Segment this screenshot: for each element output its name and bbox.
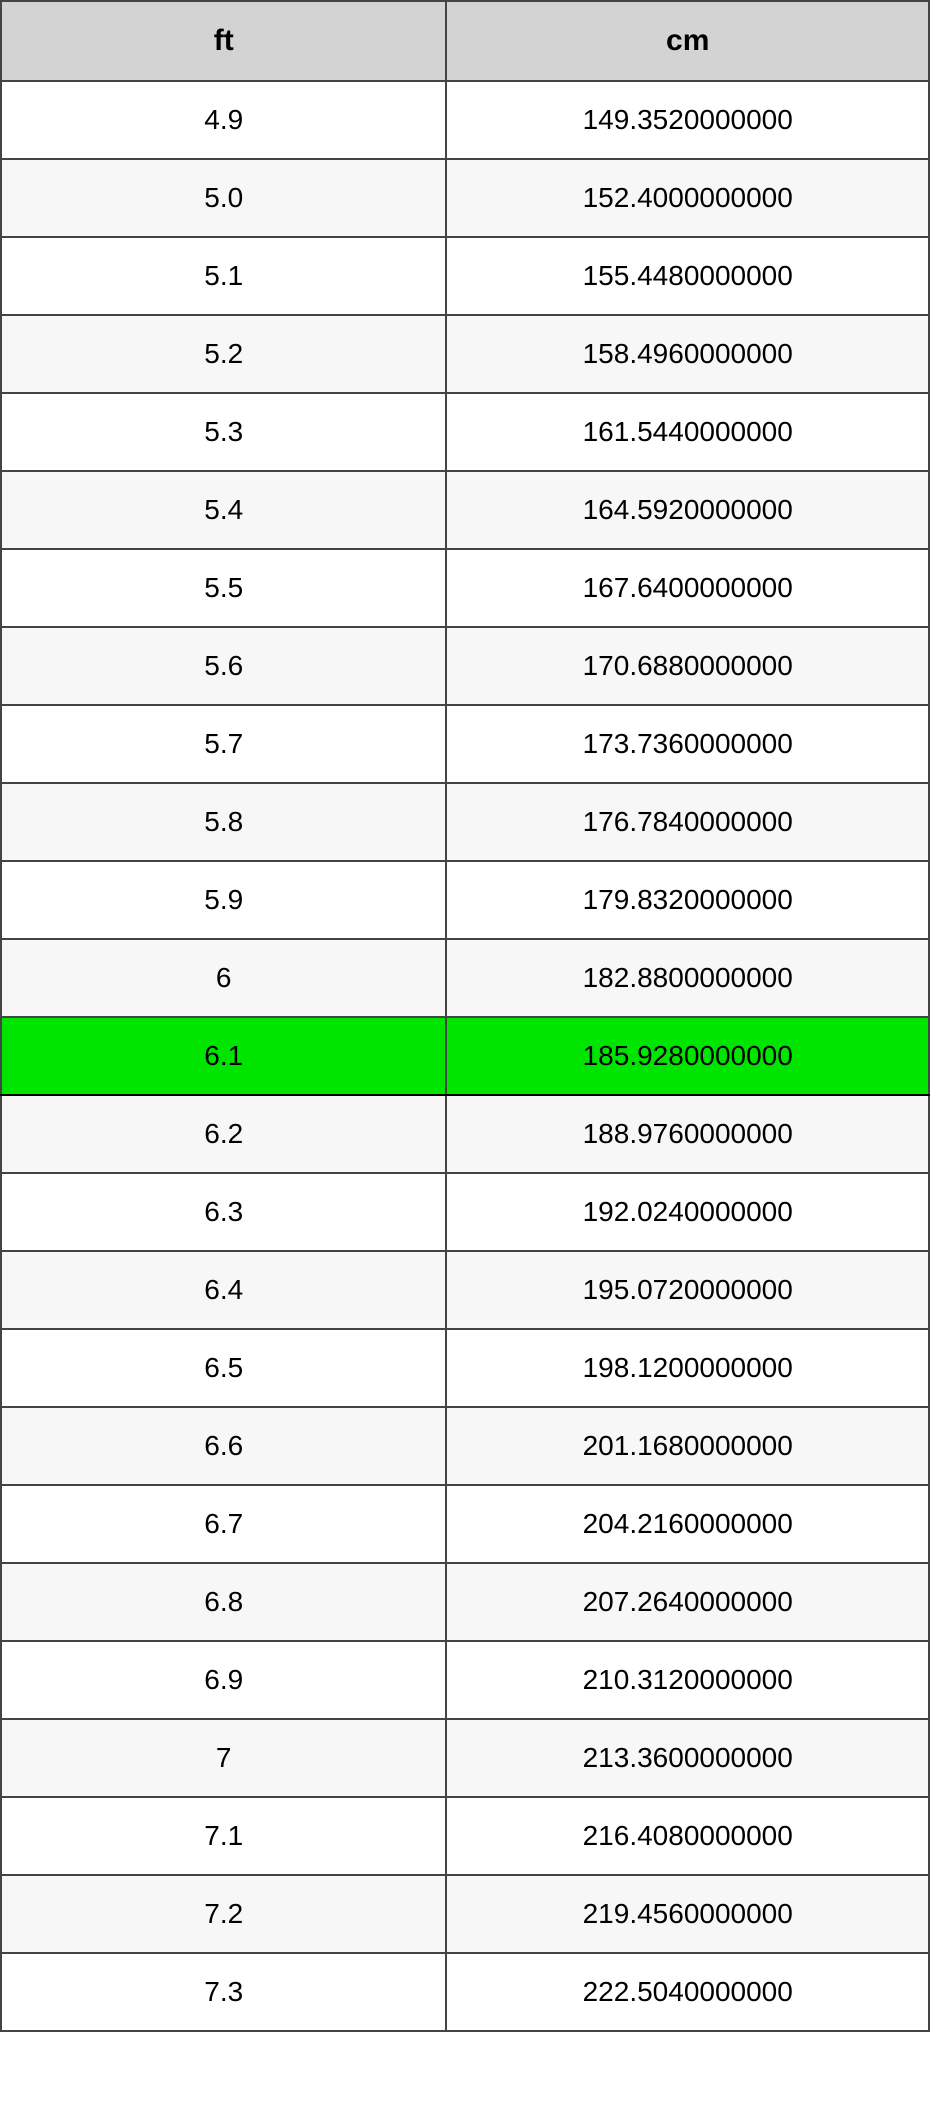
header-ft: ft [1,1,446,81]
cell-ft: 5.3 [1,393,446,471]
cell-ft: 5.6 [1,627,446,705]
cell-ft: 7 [1,1719,446,1797]
cell-cm: 179.8320000000 [446,861,929,939]
cell-ft: 6.4 [1,1251,446,1329]
cell-cm: 167.6400000000 [446,549,929,627]
cell-cm: 210.3120000000 [446,1641,929,1719]
cell-ft: 6.5 [1,1329,446,1407]
table-row: 7.2219.4560000000 [1,1875,929,1953]
table-row: 5.3161.5440000000 [1,393,929,471]
cell-ft: 6.9 [1,1641,446,1719]
cell-cm: 204.2160000000 [446,1485,929,1563]
cell-cm: 149.3520000000 [446,81,929,159]
table-row: 6.1185.9280000000 [1,1017,929,1095]
cell-ft: 6 [1,939,446,1017]
cell-cm: 158.4960000000 [446,315,929,393]
table-row: 6182.8800000000 [1,939,929,1017]
cell-cm: 192.0240000000 [446,1173,929,1251]
cell-ft: 5.2 [1,315,446,393]
cell-cm: 201.1680000000 [446,1407,929,1485]
table-row: 5.4164.5920000000 [1,471,929,549]
cell-ft: 5.8 [1,783,446,861]
table-row: 7.3222.5040000000 [1,1953,929,2031]
cell-ft: 6.3 [1,1173,446,1251]
table-row: 6.9210.3120000000 [1,1641,929,1719]
cell-ft: 5.9 [1,861,446,939]
table-row: 5.2158.4960000000 [1,315,929,393]
table-row: 5.0152.4000000000 [1,159,929,237]
table-row: 6.2188.9760000000 [1,1095,929,1173]
table-row: 5.7173.7360000000 [1,705,929,783]
table-row: 7.1216.4080000000 [1,1797,929,1875]
cell-ft: 6.1 [1,1017,446,1095]
table-row: 6.4195.0720000000 [1,1251,929,1329]
table-row: 5.1155.4480000000 [1,237,929,315]
table-header-row: ft cm [1,1,929,81]
table-row: 5.9179.8320000000 [1,861,929,939]
cell-ft: 5.1 [1,237,446,315]
cell-cm: 164.5920000000 [446,471,929,549]
cell-cm: 173.7360000000 [446,705,929,783]
cell-ft: 5.0 [1,159,446,237]
cell-ft: 6.7 [1,1485,446,1563]
cell-ft: 5.7 [1,705,446,783]
cell-cm: 198.1200000000 [446,1329,929,1407]
cell-ft: 7.1 [1,1797,446,1875]
cell-ft: 5.4 [1,471,446,549]
cell-ft: 7.2 [1,1875,446,1953]
cell-cm: 170.6880000000 [446,627,929,705]
table-row: 6.8207.2640000000 [1,1563,929,1641]
cell-ft: 6.8 [1,1563,446,1641]
cell-cm: 207.2640000000 [446,1563,929,1641]
cell-cm: 152.4000000000 [446,159,929,237]
table-row: 6.7204.2160000000 [1,1485,929,1563]
table-row: 6.3192.0240000000 [1,1173,929,1251]
table-row: 4.9149.3520000000 [1,81,929,159]
table-row: 7213.3600000000 [1,1719,929,1797]
cell-cm: 216.4080000000 [446,1797,929,1875]
cell-cm: 155.4480000000 [446,237,929,315]
cell-ft: 5.5 [1,549,446,627]
table-row: 5.5167.6400000000 [1,549,929,627]
cell-ft: 4.9 [1,81,446,159]
table-row: 5.8176.7840000000 [1,783,929,861]
cell-ft: 6.6 [1,1407,446,1485]
cell-cm: 222.5040000000 [446,1953,929,2031]
conversion-table: ft cm 4.9149.35200000005.0152.4000000000… [0,0,930,2032]
table-row: 6.6201.1680000000 [1,1407,929,1485]
cell-ft: 6.2 [1,1095,446,1173]
table-row: 6.5198.1200000000 [1,1329,929,1407]
cell-cm: 176.7840000000 [446,783,929,861]
cell-ft: 7.3 [1,1953,446,2031]
cell-cm: 195.0720000000 [446,1251,929,1329]
cell-cm: 213.3600000000 [446,1719,929,1797]
cell-cm: 182.8800000000 [446,939,929,1017]
header-cm: cm [446,1,929,81]
cell-cm: 219.4560000000 [446,1875,929,1953]
cell-cm: 161.5440000000 [446,393,929,471]
cell-cm: 185.9280000000 [446,1017,929,1095]
cell-cm: 188.9760000000 [446,1095,929,1173]
table-row: 5.6170.6880000000 [1,627,929,705]
